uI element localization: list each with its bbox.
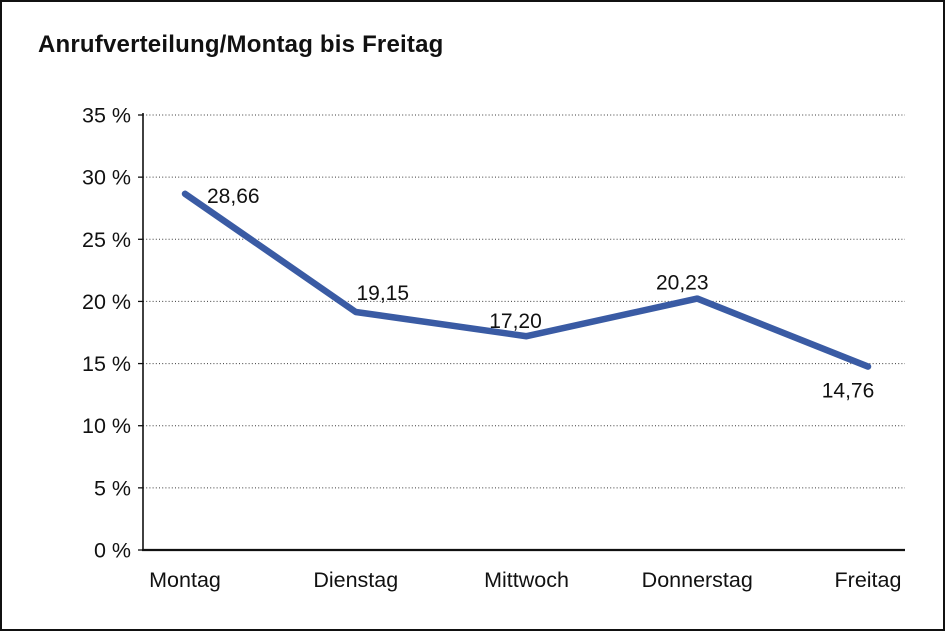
y-tick-label: 5 % xyxy=(94,476,131,500)
data-label: 19,15 xyxy=(356,282,409,305)
x-tick-label: Dienstag xyxy=(313,568,398,592)
y-tick-label: 30 % xyxy=(82,166,131,190)
data-label: 14,76 xyxy=(822,380,875,403)
y-tick-label: 10 % xyxy=(82,414,131,438)
x-tick-label: Donnerstag xyxy=(642,568,753,592)
data-label: 20,23 xyxy=(656,272,709,295)
data-label: 17,20 xyxy=(489,310,542,333)
y-tick-label: 20 % xyxy=(82,290,131,314)
x-tick-label: Freitag xyxy=(835,568,902,592)
series-line xyxy=(181,190,872,370)
x-tick-label: Mittwoch xyxy=(484,568,569,592)
x-tick-label: Montag xyxy=(149,568,221,592)
y-tick-label: 0 % xyxy=(94,539,131,563)
y-tick-label: 15 % xyxy=(82,352,131,376)
y-tick-label: 25 % xyxy=(82,228,131,252)
y-tick-label: 35 % xyxy=(82,104,131,128)
data-label: 28,66 xyxy=(207,185,260,208)
chart-title: Anrufverteilung/Montag bis Freitag xyxy=(38,31,444,58)
